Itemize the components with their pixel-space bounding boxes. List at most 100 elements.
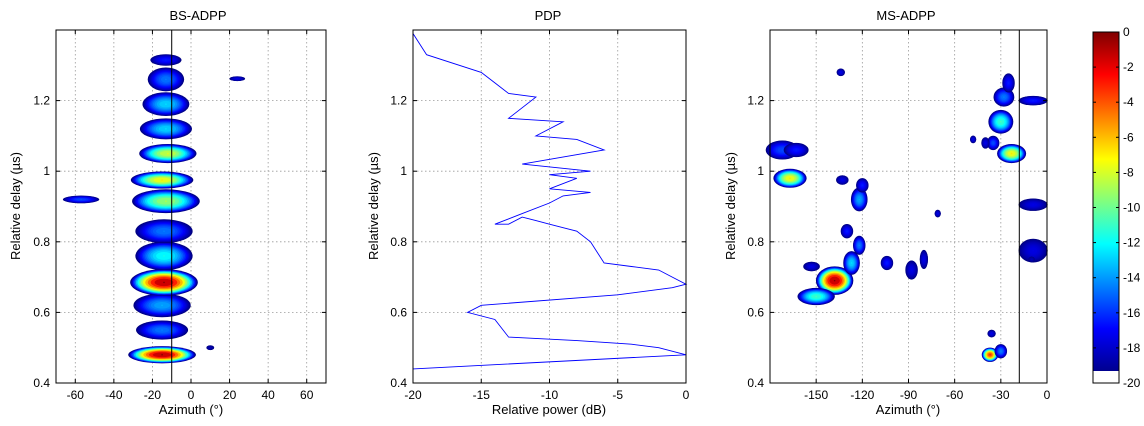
y-tick-label: 0.4 bbox=[33, 376, 50, 390]
x-tick-label: -120 bbox=[850, 388, 874, 402]
cluster-ring bbox=[923, 258, 925, 261]
y-tick-label: 1 bbox=[43, 164, 50, 178]
cluster-ring bbox=[163, 281, 165, 284]
bs-adpp-title: BS-ADPP bbox=[169, 8, 226, 23]
y-tick-label: 0.6 bbox=[747, 305, 764, 319]
cluster-ring bbox=[910, 269, 913, 271]
heatmap-cluster bbox=[128, 346, 196, 364]
heatmap-cluster bbox=[815, 266, 854, 295]
y-tick-label: 0.4 bbox=[747, 376, 764, 390]
cluster-ring bbox=[992, 142, 994, 144]
colorbar-tick-label: -6 bbox=[1123, 130, 1134, 144]
bs-adpp-panel: BS-ADPP -60 -40 -20 0 20 40 60 0.4 0.6 0.8 1 1.2 Az… bbox=[8, 8, 327, 417]
y-tick-label: 0.6 bbox=[390, 305, 407, 319]
pdp-ylabel: Relative delay (µs) bbox=[366, 152, 381, 260]
cluster-ring bbox=[165, 78, 167, 81]
ms-adpp-title: MS-ADPP bbox=[876, 8, 935, 23]
cluster-ring bbox=[850, 262, 853, 264]
cluster-ring bbox=[1032, 203, 1034, 206]
pdp-series-line bbox=[412, 33, 688, 370]
heatmap-cluster bbox=[1002, 73, 1015, 93]
cluster-ring bbox=[789, 177, 791, 180]
cluster-ring bbox=[161, 353, 163, 356]
heatmap-cluster bbox=[229, 76, 246, 82]
pdp-grid bbox=[413, 30, 686, 383]
cluster-ring bbox=[80, 198, 82, 201]
heatmap-cluster bbox=[853, 235, 866, 255]
colorbar-tick-label: -18 bbox=[1123, 341, 1141, 355]
colorbar-tick-label: -16 bbox=[1123, 306, 1141, 320]
x-tick-label: -10 bbox=[541, 388, 559, 402]
heatmap-cluster bbox=[206, 345, 215, 351]
heatmap-cluster bbox=[934, 209, 941, 218]
cluster-ring bbox=[163, 230, 165, 233]
colorbar-tick-label: 0 bbox=[1123, 25, 1130, 39]
x-tick-label: 0 bbox=[1044, 388, 1051, 402]
x-tick-label: -15 bbox=[473, 388, 491, 402]
heatmap-cluster bbox=[62, 195, 100, 204]
colorbar-tick-label: -4 bbox=[1123, 95, 1134, 109]
colorbar-floor bbox=[1093, 371, 1119, 383]
pdp-xlabel: Relative power (dB) bbox=[492, 402, 606, 417]
cluster-ring bbox=[1003, 96, 1005, 98]
pdp-ticks: -20 -15 -10 -5 0 0.4 0.6 0.8 1 1.2 bbox=[390, 30, 690, 402]
heatmap-cluster bbox=[803, 261, 820, 272]
x-tick-label: -60 bbox=[67, 388, 85, 402]
colorbar: 0 -2 -4 -6 -8 -10 -12 -14 -16 -18 -20 bbox=[1092, 25, 1141, 390]
heatmap-cluster bbox=[136, 320, 189, 340]
x-tick-label: -40 bbox=[105, 388, 123, 402]
heatmap-cluster bbox=[836, 175, 849, 185]
heatmap-cluster bbox=[919, 249, 929, 269]
cluster-ring bbox=[161, 179, 163, 181]
cluster-ring bbox=[833, 279, 836, 282]
heatmap-cluster bbox=[773, 168, 807, 188]
x-tick-label: -20 bbox=[404, 388, 422, 402]
heatmap-cluster bbox=[797, 287, 835, 306]
heatmap-cluster bbox=[783, 142, 809, 158]
cluster-ring bbox=[984, 142, 987, 144]
heatmap-cluster bbox=[1018, 238, 1048, 263]
cluster-ring bbox=[861, 184, 864, 187]
heatmap-cluster bbox=[905, 260, 918, 280]
cluster-ring bbox=[781, 149, 784, 151]
x-tick-label: 0 bbox=[188, 388, 195, 402]
cluster-ring bbox=[886, 262, 888, 264]
cluster-ring bbox=[161, 329, 163, 331]
colorbar-gradient bbox=[1093, 32, 1119, 371]
heatmap-cluster bbox=[1028, 256, 1035, 263]
cluster-ring bbox=[236, 77, 239, 80]
heatmap-cluster bbox=[1018, 95, 1048, 106]
heatmap-cluster bbox=[836, 68, 845, 77]
cluster-ring bbox=[839, 71, 842, 74]
heatmap-cluster bbox=[130, 269, 198, 296]
y-tick-label: 0.8 bbox=[747, 235, 764, 249]
y-tick-label: 0.4 bbox=[390, 376, 407, 390]
y-tick-label: 1.2 bbox=[33, 94, 50, 108]
heatmap-cluster bbox=[130, 171, 194, 189]
cluster-ring bbox=[990, 332, 993, 335]
ms-adpp-ticks: -150 -120 -90 -60 -30 0 0.4 0.6 0.8 1 1.2 bbox=[747, 30, 1051, 402]
heatmap-cluster bbox=[135, 241, 193, 271]
heatmap-cluster bbox=[139, 118, 192, 140]
colorbar-ticks: 0 -2 -4 -6 -8 -10 -12 -14 -16 -18 -20 bbox=[1093, 25, 1141, 390]
cluster-ring bbox=[165, 59, 167, 61]
heatmap-cluster bbox=[135, 219, 193, 244]
bs-adpp-ylabel: Relative delay (µs) bbox=[8, 152, 23, 260]
cluster-ring bbox=[858, 198, 861, 201]
heatmap-cluster bbox=[1018, 198, 1048, 211]
heatmap-cluster bbox=[147, 67, 185, 92]
y-tick-label: 0.8 bbox=[33, 235, 50, 249]
cluster-ring bbox=[165, 200, 167, 203]
x-tick-label: -20 bbox=[144, 388, 162, 402]
cluster-ring bbox=[209, 346, 212, 349]
cluster-ring bbox=[161, 304, 163, 307]
ms-adpp-ylabel: Relative delay (µs) bbox=[723, 152, 738, 260]
colorbar-tick-label: -2 bbox=[1123, 60, 1134, 74]
cluster-ring bbox=[989, 353, 991, 356]
x-tick-label: -5 bbox=[612, 388, 623, 402]
cluster-ring bbox=[858, 244, 861, 247]
ms-adpp-xlabel: Azimuth (°) bbox=[876, 402, 940, 417]
x-tick-label: 0 bbox=[683, 388, 690, 402]
bs-adpp-xlabel: Azimuth (°) bbox=[159, 402, 223, 417]
heatmap-cluster bbox=[856, 178, 869, 193]
